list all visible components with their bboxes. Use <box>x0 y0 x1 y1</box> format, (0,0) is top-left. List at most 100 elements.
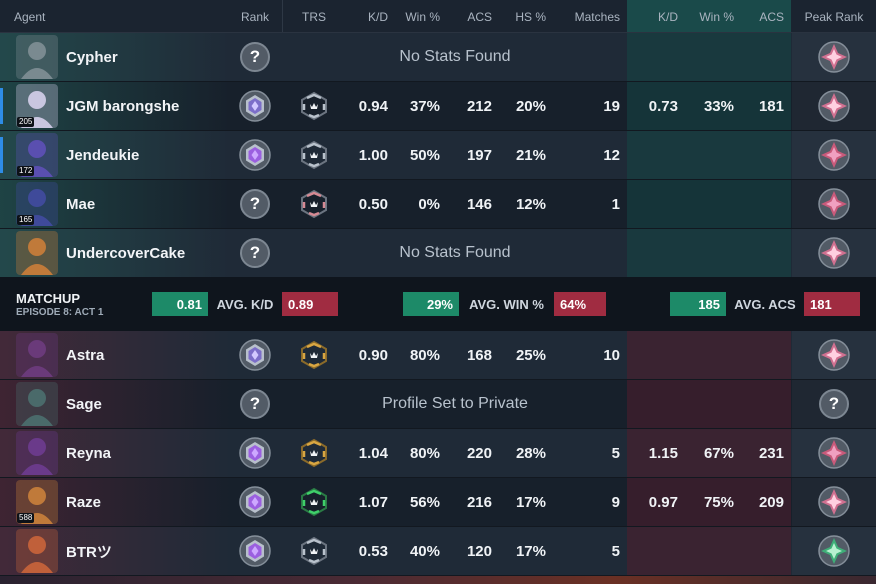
diamond-rank-icon[interactable] <box>234 429 276 477</box>
player-row[interactable]: BTRツ 0.53 40% 120 17% 5 <box>0 527 876 576</box>
col-agent[interactable]: Agent <box>14 9 46 24</box>
stat-matches: 1 <box>611 195 620 213</box>
player-name[interactable]: Cypher <box>66 48 118 66</box>
unknown-rank-icon[interactable]: ? <box>234 33 276 81</box>
agent-portrait[interactable] <box>16 382 58 426</box>
avg-acs-red: 181 <box>804 292 860 316</box>
player-row[interactable]: 165 Mae? 0.50 0% 146 12% 1 <box>0 180 876 229</box>
player-row[interactable]: Reyna 1.04 80% 220 28% 5 1.15 67% 231 <box>0 429 876 478</box>
stat-kd: 0.90 <box>358 346 388 364</box>
stat-win: 40% <box>409 542 440 560</box>
unknown-rank-icon[interactable]: ? <box>234 180 276 228</box>
diamond-rank-icon[interactable] <box>234 527 276 575</box>
col-trs[interactable]: TRS <box>302 9 326 24</box>
player-row[interactable]: Astra 0.90 80% 168 25% 10 <box>0 331 876 380</box>
recent-stats-bg <box>627 527 791 575</box>
col-matches[interactable]: Matches <box>574 9 620 24</box>
stat-recent-kd <box>628 180 678 228</box>
immortal-rank-icon[interactable] <box>792 131 876 179</box>
stat-recent-kd: 1.15 <box>648 444 678 462</box>
player-name[interactable]: UndercoverCake <box>66 244 186 262</box>
col-recent-acs[interactable]: ACS <box>759 9 784 24</box>
agent-portrait[interactable] <box>16 529 58 573</box>
ascendant-rank-icon[interactable] <box>792 478 876 526</box>
trs-badge-icon <box>282 527 346 575</box>
stat-kd: 0.94 <box>358 97 388 115</box>
ascendant-rank-icon[interactable] <box>792 33 876 81</box>
agent-portrait[interactable] <box>16 333 58 377</box>
unknown-rank-icon[interactable]: ? <box>792 380 876 428</box>
stat-recent-acs: 209 <box>758 493 784 511</box>
table-header: Agent Rank TRS K/D Win % ACS HS % Matche… <box>0 0 876 33</box>
stat-recent-acs <box>740 527 784 575</box>
player-row[interactable]: Sage? Profile Set to Private? <box>0 380 876 429</box>
stat-recent-kd <box>628 527 678 575</box>
stat-hs: 25% <box>515 346 546 364</box>
recent-stats-bg <box>627 229 791 277</box>
platinum-rank-icon[interactable] <box>234 331 276 379</box>
player-name[interactable]: Reyna <box>66 444 112 462</box>
player-row[interactable]: 205 JGM barongshe 0.94 37% 212 20% 19 0.73 33% 18… <box>0 82 876 131</box>
stat-acs: 197 <box>466 146 492 164</box>
immortal-rank-icon[interactable] <box>792 429 876 477</box>
trs-badge-icon <box>282 82 346 130</box>
col-win[interactable]: Win % <box>405 9 440 24</box>
trs-badge-icon <box>282 429 346 477</box>
agent-portrait[interactable] <box>16 431 58 475</box>
stat-acs: 212 <box>466 97 492 115</box>
ascendant-rank-icon[interactable] <box>792 82 876 130</box>
party-indicator <box>0 137 3 173</box>
stat-recent-acs: 231 <box>758 444 784 462</box>
recent-stats-bg <box>627 478 791 526</box>
stat-recent-win: 75% <box>703 493 734 511</box>
agent-portrait[interactable] <box>16 35 58 79</box>
recent-stats-bg <box>627 429 791 477</box>
agent-portrait[interactable] <box>16 231 58 275</box>
ascendant-rank-icon[interactable] <box>792 229 876 277</box>
player-row[interactable]: Cypher? No Stats Found <box>0 33 876 82</box>
ascendant-rank-icon[interactable] <box>792 331 876 379</box>
diamond-rank-icon[interactable] <box>234 131 276 179</box>
radiant-green-rank-icon[interactable] <box>792 527 876 575</box>
col-peak-rank[interactable]: Peak Rank <box>804 9 864 24</box>
col-recent-win[interactable]: Win % <box>699 9 734 24</box>
col-acs[interactable]: ACS <box>467 9 492 24</box>
status-message: No Stats Found <box>399 48 511 65</box>
matchup-bar: MATCHUP EPISODE 8: ACT 1 0.81 AVG. K/D 0… <box>0 277 876 331</box>
player-name[interactable]: Raze <box>66 493 102 511</box>
player-name[interactable]: Sage <box>66 395 102 413</box>
col-hs[interactable]: HS % <box>515 9 546 24</box>
stat-recent-kd: 0.73 <box>648 97 678 115</box>
player-name[interactable]: JGM barongshe <box>66 97 180 115</box>
unknown-rank-icon[interactable]: ? <box>234 229 276 277</box>
player-name[interactable]: BTRツ <box>66 543 112 561</box>
unknown-rank-icon[interactable]: ? <box>234 380 276 428</box>
party-indicator <box>0 88 3 124</box>
player-row[interactable]: 172 Jendeukie 1.00 50% 197 21% 12 <box>0 131 876 180</box>
recent-stats-bg <box>627 331 791 379</box>
avg-acs-label: AVG. ACS <box>734 296 796 312</box>
stat-hs: 21% <box>515 146 546 164</box>
recent-stats-bg <box>627 131 791 179</box>
stat-recent-kd <box>628 131 678 179</box>
player-row[interactable]: 588 Raze 1.07 56% 216 17% 9 0.97 75% 209 <box>0 478 876 527</box>
stat-recent-acs <box>740 331 784 379</box>
platinum-rank-icon[interactable] <box>234 82 276 130</box>
player-name[interactable]: Mae <box>66 195 96 213</box>
player-row[interactable]: UndercoverCake? No Stats Found <box>0 229 876 278</box>
col-kd[interactable]: K/D <box>367 9 388 24</box>
stat-acs: 216 <box>466 493 492 511</box>
stat-matches: 10 <box>603 346 620 364</box>
stat-hs: 12% <box>515 195 546 213</box>
immortal-rank-icon[interactable] <box>792 180 876 228</box>
stat-matches: 12 <box>603 146 620 164</box>
diamond-rank-icon[interactable] <box>234 478 276 526</box>
col-rank[interactable]: Rank <box>240 9 269 24</box>
col-recent-kd[interactable]: K/D <box>657 9 678 24</box>
player-name[interactable]: Astra <box>66 346 105 364</box>
player-name[interactable]: Jendeukie <box>66 146 140 164</box>
account-level: 165 <box>17 215 35 225</box>
stat-win: 50% <box>409 146 440 164</box>
trs-badge-icon <box>282 180 346 228</box>
stat-win: 37% <box>409 97 440 115</box>
